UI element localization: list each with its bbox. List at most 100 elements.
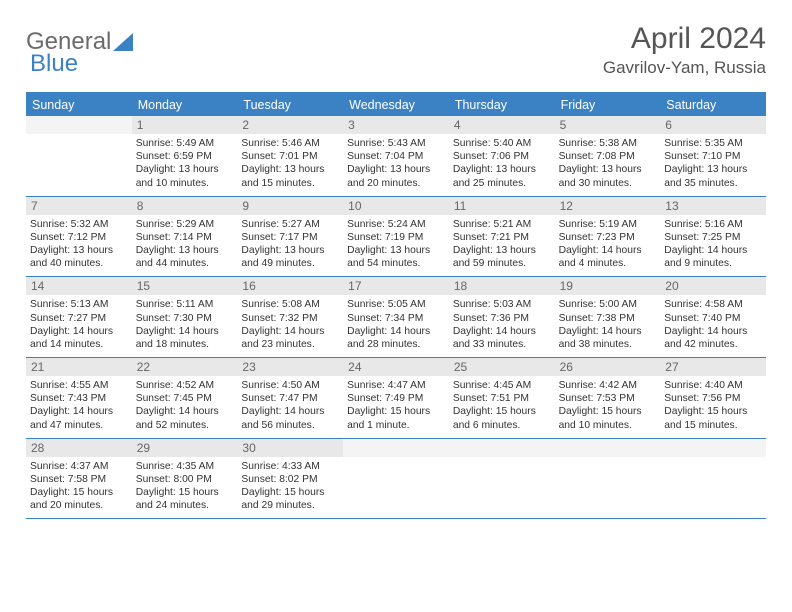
day-number: 18 xyxy=(449,277,555,295)
sunset-line: Sunset: 7:27 PM xyxy=(30,312,128,325)
sunrise-line: Sunrise: 5:35 AM xyxy=(664,137,762,150)
calendar-cell: 20 Sunrise: 4:58 AMSunset: 7:40 PMDayligh… xyxy=(660,277,766,357)
day-number: 10 xyxy=(343,197,449,215)
daylight-line: Daylight: 13 hours and 10 minutes. xyxy=(136,163,234,189)
sunset-line: Sunset: 6:59 PM xyxy=(136,150,234,163)
day-number xyxy=(555,439,661,457)
day-header-wednesday: Wednesday xyxy=(343,94,449,116)
calendar-cell: 2Sunrise: 5:46 AMSunset: 7:01 PMDaylight… xyxy=(237,116,343,196)
sunrise-line: Sunrise: 4:35 AM xyxy=(136,460,234,473)
sunset-line: Sunset: 7:45 PM xyxy=(136,392,234,405)
day-number: 2 xyxy=(237,116,343,134)
sunset-line: Sunset: 7:58 PM xyxy=(30,473,128,486)
calendar-cell xyxy=(449,439,555,519)
day-header-row: SundayMondayTuesdayWednesdayThursdayFrid… xyxy=(26,94,766,116)
sunrise-line: Sunrise: 4:58 AM xyxy=(664,298,762,311)
calendar-cell: 21Sunrise: 4:55 AMSunset: 7:43 PMDayligh… xyxy=(26,358,132,438)
week-row: 7Sunrise: 5:32 AMSunset: 7:12 PMDaylight… xyxy=(26,197,766,278)
sunset-line: Sunset: 7:14 PM xyxy=(136,231,234,244)
daylight-line: Daylight: 14 hours and 18 minutes. xyxy=(136,325,234,351)
daylight-line: Daylight: 13 hours and 25 minutes. xyxy=(453,163,551,189)
daylight-line: Daylight: 15 hours and 24 minutes. xyxy=(136,486,234,512)
sunset-line: Sunset: 7:23 PM xyxy=(559,231,657,244)
day-header-sunday: Sunday xyxy=(26,94,132,116)
day-number xyxy=(26,116,132,134)
day-number: 11 xyxy=(449,197,555,215)
calendar-cell: 30 Sunrise: 4:33 AMSunset: 8:02 PMDayligh… xyxy=(237,439,343,519)
day-header-thursday: Thursday xyxy=(449,94,555,116)
sunrise-line: Sunrise: 5:24 AM xyxy=(347,218,445,231)
daylight-line: Daylight: 14 hours and 9 minutes. xyxy=(664,244,762,270)
calendar-cell: 22Sunrise: 4:52 AMSunset: 7:45 PMDayligh… xyxy=(132,358,238,438)
day-number: 7 xyxy=(26,197,132,215)
calendar-cell xyxy=(343,439,449,519)
sunset-line: Sunset: 7:49 PM xyxy=(347,392,445,405)
calendar-cell: 4Sunrise: 5:40 AMSunset: 7:06 PMDaylight… xyxy=(449,116,555,196)
sunrise-line: Sunrise: 5:08 AM xyxy=(241,298,339,311)
day-number: 27 xyxy=(660,358,766,376)
sunrise-line: Sunrise: 4:52 AM xyxy=(136,379,234,392)
sunset-line: Sunset: 7:38 PM xyxy=(559,312,657,325)
daylight-line: Daylight: 14 hours and 42 minutes. xyxy=(664,325,762,351)
calendar-cell xyxy=(555,439,661,519)
calendar-cell: 19Sunrise: 5:00 AMSunset: 7:38 PMDayligh… xyxy=(555,277,661,357)
calendar-cell: 13Sunrise: 5:16 AMSunset: 7:25 PMDayligh… xyxy=(660,197,766,277)
calendar-cell: 14Sunrise: 5:13 AMSunset: 7:27 PMDayligh… xyxy=(26,277,132,357)
calendar-cell: 10Sunrise: 5:24 AMSunset: 7:19 PMDayligh… xyxy=(343,197,449,277)
day-number xyxy=(660,439,766,457)
sunset-line: Sunset: 8:02 PM xyxy=(241,473,339,486)
sunrise-line: Sunrise: 4:37 AM xyxy=(30,460,128,473)
day-number: 24 xyxy=(343,358,449,376)
sunset-line: Sunset: 7:08 PM xyxy=(559,150,657,163)
sunrise-line: Sunrise: 5:38 AM xyxy=(559,137,657,150)
day-header-tuesday: Tuesday xyxy=(237,94,343,116)
sunrise-line: Sunrise: 5:40 AM xyxy=(453,137,551,150)
day-number xyxy=(343,439,449,457)
daylight-line: Daylight: 13 hours and 15 minutes. xyxy=(241,163,339,189)
sunrise-line: Sunrise: 5:11 AM xyxy=(136,298,234,311)
day-number xyxy=(449,439,555,457)
location-label: Gavrilov-Yam, Russia xyxy=(603,58,766,78)
calendar-cell: 23Sunrise: 4:50 AMSunset: 7:47 PMDayligh… xyxy=(237,358,343,438)
day-number: 4 xyxy=(449,116,555,134)
week-row: 28 Sunrise: 4:37 AMSunset: 7:58 PM Dayligh… xyxy=(26,439,766,520)
sunrise-line: Sunrise: 5:46 AM xyxy=(241,137,339,150)
day-number: 28 xyxy=(26,439,132,457)
daylight-line: Daylight: 14 hours and 28 minutes. xyxy=(347,325,445,351)
calendar-cell: 12Sunrise: 5:19 AMSunset: 7:23 PMDayligh… xyxy=(555,197,661,277)
daylight-line: Daylight: 13 hours and 35 minutes. xyxy=(664,163,762,189)
sunset-line: Sunset: 7:04 PM xyxy=(347,150,445,163)
calendar-cell: 15Sunrise: 5:11 AMSunset: 7:30 PMDayligh… xyxy=(132,277,238,357)
week-row: 14Sunrise: 5:13 AMSunset: 7:27 PMDayligh… xyxy=(26,277,766,358)
day-number: 30 xyxy=(237,439,343,457)
calendar-cell: 18Sunrise: 5:03 AMSunset: 7:36 PMDayligh… xyxy=(449,277,555,357)
sunrise-line: Sunrise: 5:21 AM xyxy=(453,218,551,231)
day-number: 25 xyxy=(449,358,555,376)
day-number: 13 xyxy=(660,197,766,215)
sunrise-line: Sunrise: 5:03 AM xyxy=(453,298,551,311)
day-number: 23 xyxy=(237,358,343,376)
day-header-monday: Monday xyxy=(132,94,238,116)
calendar-cell: 29Sunrise: 4:35 AMSunset: 8:00 PMDayligh… xyxy=(132,439,238,519)
daylight-line: Daylight: 15 hours and 1 minute. xyxy=(347,405,445,431)
sunrise-line: Sunrise: 5:29 AM xyxy=(136,218,234,231)
sunrise-line: Sunrise: 4:45 AM xyxy=(453,379,551,392)
day-number: 20 xyxy=(660,277,766,295)
daylight-line: Daylight: 14 hours and 33 minutes. xyxy=(453,325,551,351)
calendar-cell: 7Sunrise: 5:32 AMSunset: 7:12 PMDaylight… xyxy=(26,197,132,277)
day-number: 6 xyxy=(660,116,766,134)
sunrise-line: Sunrise: 4:33 AM xyxy=(241,460,339,473)
logo-triangle-icon xyxy=(113,33,133,51)
week-row: 1Sunrise: 5:49 AMSunset: 6:59 PMDaylight… xyxy=(26,116,766,197)
day-number: 5 xyxy=(555,116,661,134)
calendar-cell xyxy=(660,439,766,519)
calendar-cell: 28Sunrise: 4:37 AMSunset: 7:58 PMDayligh… xyxy=(26,439,132,519)
sunset-line: Sunset: 7:19 PM xyxy=(347,231,445,244)
day-number: 9 xyxy=(237,197,343,215)
daylight-line: Daylight: 14 hours and 4 minutes. xyxy=(559,244,657,270)
day-number: 1 xyxy=(132,116,238,134)
sunrise-line: Sunrise: 5:43 AM xyxy=(347,137,445,150)
sunrise-line: Sunrise: 4:55 AM xyxy=(30,379,128,392)
sunset-line: Sunset: 7:40 PM xyxy=(664,312,762,325)
daylight-line: Daylight: 15 hours and 29 minutes. xyxy=(241,486,339,512)
